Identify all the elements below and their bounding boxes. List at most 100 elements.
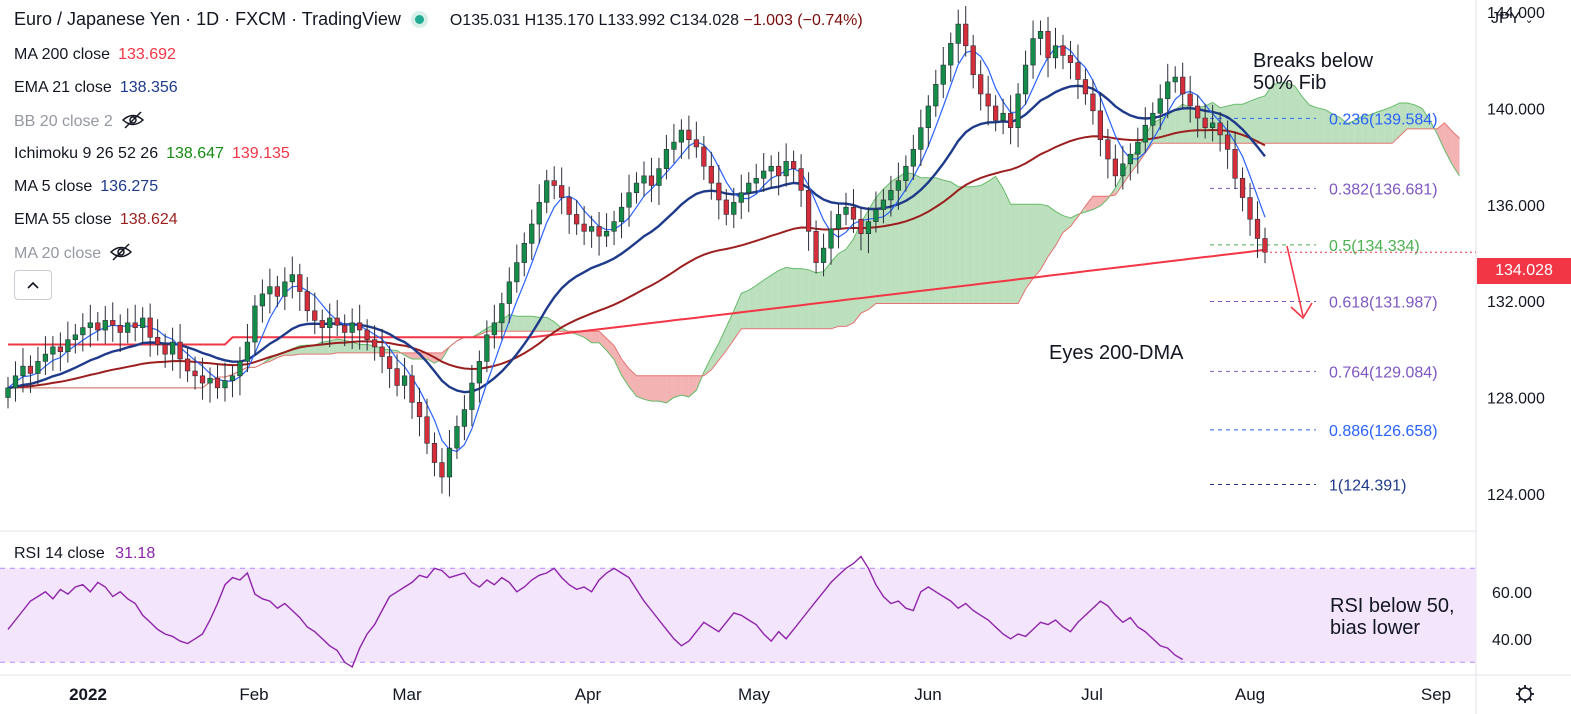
- candle-body: [1135, 141, 1141, 155]
- candle-body: [633, 182, 640, 194]
- candle-body: [424, 416, 430, 444]
- symbol-title[interactable]: Euro / Japanese Yen · 1D · FXCM · Tradin…: [14, 9, 401, 29]
- ichimoku-cloud-segment: [726, 310, 734, 351]
- ichimoku-cloud-segment: [1055, 211, 1063, 246]
- candle-body: [140, 317, 146, 328]
- time-axis-label: 2022: [69, 685, 107, 704]
- ichimoku-cloud-segment: [1369, 112, 1378, 144]
- candle-body: [1202, 117, 1208, 128]
- candle-body: [506, 281, 512, 304]
- ichimoku-cloud-segment: [1444, 122, 1453, 165]
- ichimoku-cloud-segment: [636, 375, 644, 400]
- candle-body: [753, 177, 759, 184]
- legend-value-2: 139.135: [231, 145, 290, 162]
- ichimoku-cloud-segment: [606, 338, 615, 360]
- fib-break-line-1: Breaks below: [1253, 50, 1374, 72]
- chart-header: Euro / Japanese Yen · 1D · FXCM · Tradin…: [14, 9, 863, 30]
- ichimoku-cloud-segment: [793, 268, 802, 329]
- ichimoku-cloud-segment: [920, 177, 929, 304]
- candle-body: [895, 180, 901, 191]
- candle-body: [1060, 45, 1066, 56]
- candle-body: [469, 382, 475, 410]
- downtrend-arrow: [1286, 245, 1313, 320]
- collapse-legend-button[interactable]: [14, 270, 52, 300]
- ichimoku-cloud-segment: [1265, 84, 1273, 144]
- candle-body: [618, 206, 625, 222]
- ichimoku-cloud-segment: [1377, 109, 1385, 144]
- ichimoku-cloud-segment: [1250, 98, 1258, 144]
- candle-body: [207, 377, 213, 384]
- ichimoku-cloud-segment: [1287, 83, 1295, 144]
- candle-body: [1045, 31, 1051, 59]
- ichimoku-cloud-segment: [539, 317, 547, 332]
- legend-row-ma-200-close[interactable]: MA 200 close 133.692: [14, 45, 176, 65]
- candle-body: [723, 199, 729, 215]
- ohlc-readout: O135.031 H135.170 L133.992 C134.028 −1.0…: [450, 12, 863, 29]
- ichimoku-cloud-segment: [629, 368, 637, 397]
- candle-body: [858, 218, 864, 234]
- ichimoku-span-b: [8, 122, 1460, 389]
- hidden-eye-icon[interactable]: [121, 111, 145, 129]
- ichimoku-cloud-segment: [1115, 174, 1123, 196]
- candle-body: [805, 190, 812, 232]
- candle-body: [574, 214, 580, 225]
- candle-body: [596, 226, 602, 237]
- ichimoku-cloud-segment: [524, 316, 532, 332]
- candle-body: [1000, 112, 1006, 121]
- currency-label: JPY: [1491, 10, 1521, 27]
- ichimoku-cloud-segment: [1339, 117, 1348, 144]
- ichimoku-cloud-segment: [643, 375, 652, 402]
- candle-body: [446, 447, 453, 478]
- candle-body: [1217, 122, 1223, 136]
- ichimoku-cloud-segment: [1092, 196, 1101, 210]
- ichimoku-cloud-segment: [673, 375, 682, 398]
- rsi-note-line-1: RSI below 50,: [1330, 595, 1455, 617]
- ichimoku-cloud-segment: [1048, 205, 1056, 257]
- legend-row-ema-55-close[interactable]: EMA 55 close 138.624: [14, 210, 178, 230]
- rsi-tick-label: 60.00: [1492, 585, 1532, 602]
- candle-body: [559, 185, 565, 198]
- candle-body: [394, 368, 400, 386]
- hidden-eye-icon[interactable]: [109, 243, 133, 261]
- candle-body: [95, 322, 101, 331]
- chevron-down-icon: ⌄: [1524, 14, 1534, 26]
- candle-body: [379, 346, 385, 357]
- ichimoku-cloud-segment: [1018, 204, 1026, 304]
- fib-level-label: 0.236(139.584): [1329, 111, 1438, 128]
- rsi-note: RSI below 50, bias lower: [1330, 595, 1455, 639]
- candle-body: [214, 377, 221, 389]
- candle-body: [514, 262, 520, 283]
- rsi-legend-label: RSI 14 close: [14, 545, 105, 562]
- currency-selector[interactable]: JPY ⌄: [1491, 10, 1534, 28]
- market-status-icon: [414, 15, 424, 24]
- ichimoku-cloud-segment: [359, 344, 368, 353]
- candle-body: [65, 339, 71, 353]
- candle-body: [1254, 218, 1261, 239]
- candle-body: [199, 375, 206, 384]
- settings-gear-icon[interactable]: [1516, 685, 1534, 703]
- legend-row-ma-5-close[interactable]: MA 5 close 136.275: [14, 177, 158, 197]
- candle-body: [925, 105, 931, 128]
- rsi-legend[interactable]: RSI 14 close 31.18: [14, 545, 155, 563]
- ichimoku-cloud-segment: [1085, 196, 1093, 212]
- fib-level-label: 0.764(129.084): [1329, 364, 1438, 381]
- candle-body: [581, 223, 587, 232]
- ichimoku-cloud-segment: [823, 261, 832, 329]
- ichimoku-cloud-segment: [404, 352, 413, 359]
- ichimoku-cloud-segment: [846, 239, 854, 327]
- ichimoku-cloud-segment: [1122, 160, 1131, 185]
- legend-row-ichimoku-9-26-52-26[interactable]: Ichimoku 9 26 52 26 138.647 139.135: [14, 144, 290, 164]
- candle-body: [536, 202, 542, 225]
- legend-row-ma-20-close[interactable]: MA 20 close: [14, 243, 133, 264]
- ichimoku-cloud-segment: [741, 290, 749, 329]
- candle-body: [372, 339, 378, 348]
- legend-row-bb-20-close-2[interactable]: BB 20 close 2: [14, 111, 145, 132]
- candle-body: [87, 322, 93, 328]
- candle-body: [746, 182, 752, 194]
- ichimoku-cloud-segment: [344, 340, 353, 353]
- ichimoku-cloud-segment: [935, 177, 944, 304]
- candle-body: [1120, 163, 1126, 177]
- rsi-band: [0, 568, 1476, 663]
- legend-row-ema-21-close[interactable]: EMA 21 close 138.356: [14, 78, 178, 98]
